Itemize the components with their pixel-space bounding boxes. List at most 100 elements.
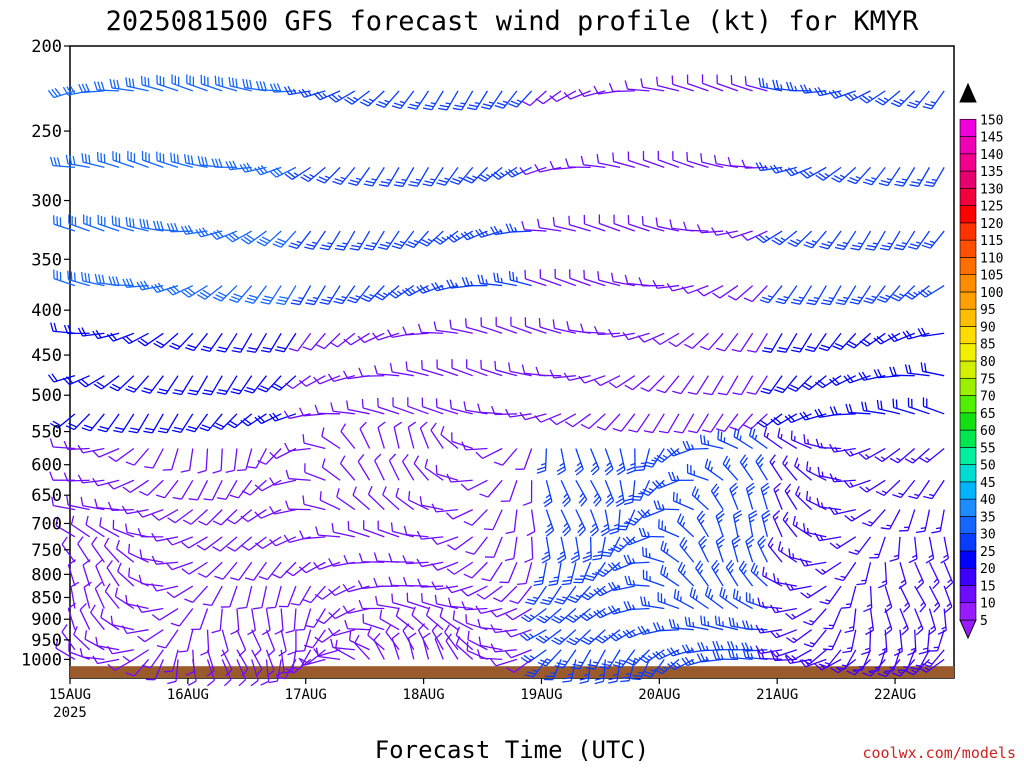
wind-barb [757,535,768,563]
wind-barb [814,532,842,542]
wind-barb [319,230,341,251]
wind-barb [65,154,90,169]
wind-barb [445,509,473,520]
wind-barb [785,607,812,620]
wind-barb [861,629,872,656]
wind-barb [784,166,812,177]
wind-barb [127,150,149,168]
wind-barb [197,285,223,300]
wind-barb [430,422,444,449]
colorbar-cell [959,308,977,327]
wind-barb [68,642,90,661]
wind-barb [841,585,857,609]
wind-barb [79,648,105,661]
wind-barb [729,413,754,431]
colorbar-cell [959,188,977,206]
wind-barb [892,398,915,415]
wind-barb [285,500,311,511]
wind-barb [608,629,636,642]
wind-barb [676,513,695,538]
wind-barb [183,154,208,169]
wind-barb [315,608,341,625]
wind-barb [328,90,356,103]
wind-barb [47,87,76,99]
wind-barb [272,561,297,579]
wind-barb [908,479,930,500]
y-tick-label-500: 500 [31,386,62,406]
x-tick-label-0: 15AUG [49,687,91,703]
wind-barb [742,413,768,430]
wind-barb [818,649,842,668]
wind-barb [200,74,223,92]
wind-barb [525,585,547,605]
wind-barb [763,426,783,450]
wind-barb [774,375,798,394]
wind-barb [202,375,223,396]
wind-barb [107,645,134,655]
wind-barb [739,454,754,481]
wind-barb [878,629,888,656]
wind-barb [712,650,738,661]
wind-barb [367,485,385,511]
wind-barb [327,627,356,637]
wind-barb [464,318,488,334]
wind-barb [375,595,400,610]
wind-barb [495,316,518,334]
wind-barb [363,230,385,251]
wind-barb [437,90,459,111]
wind-barb [700,615,724,631]
wind-barb [616,448,626,476]
wind-barb [850,230,872,251]
wind-barb [658,413,680,434]
wind-barb [358,367,385,377]
wind-barb [303,629,326,649]
wind-barb [188,479,209,501]
wind-barb [667,471,694,482]
wind-barb [389,363,414,377]
wind-barb [551,608,577,624]
wind-barb [109,79,134,92]
wind-barb [299,407,326,417]
colorbar-cell [959,412,977,431]
wind-barb [477,274,503,287]
wind-barb [144,448,164,469]
wind-barb [382,486,400,511]
wind-barb [284,166,312,181]
wind-barb [374,365,400,377]
wind-barb [624,575,650,587]
wind-barb [509,585,533,604]
wind-barb [494,90,518,109]
wind-barb [505,223,532,233]
wind-barb [604,448,614,476]
wind-barb [918,629,931,655]
wind-barb [725,559,739,587]
colorbar-top-arrow [959,82,977,103]
wind-barb [539,269,562,287]
wind-barb [803,230,827,249]
wind-barb [417,578,444,588]
wind-barb [596,154,621,169]
wind-barb [730,75,753,92]
wind-barb [624,375,650,391]
wind-barb [421,360,444,377]
wind-barb [638,527,665,538]
wind-barb [240,509,267,523]
wind-barb [191,608,209,630]
wind-barb [686,151,709,168]
wind-barb [363,520,385,538]
wind-barb [330,402,355,415]
wind-barb [799,658,827,668]
wind-barb [842,629,857,654]
wind-barb [402,555,429,565]
wind-barb [524,269,547,287]
wind-barb [575,479,588,507]
wind-barb [534,413,562,423]
wind-barb [405,361,429,377]
wind-barb [570,536,581,564]
wind-barb [593,375,621,387]
wind-barb [865,230,886,251]
wind-barb [652,622,680,632]
wind-barb [579,659,592,685]
wind-barb [257,448,282,465]
wind-barb [83,214,105,232]
